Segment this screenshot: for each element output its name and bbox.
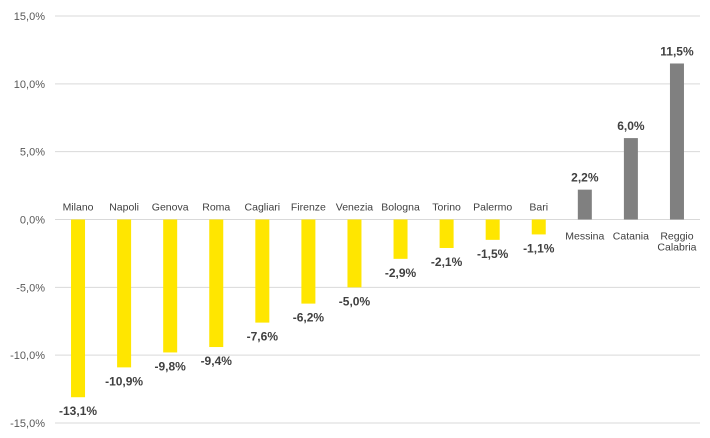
bar — [347, 219, 362, 288]
category-label: Reggio — [660, 231, 693, 243]
bar — [71, 219, 86, 398]
data-label: -6,2% — [293, 311, 325, 325]
category-label: Venezia — [336, 202, 374, 214]
data-label: 6,0% — [617, 119, 645, 133]
category-label: Napoli — [109, 202, 139, 214]
y-tick-label: 0,0% — [20, 215, 45, 227]
bar — [255, 219, 270, 323]
gridlines — [55, 15, 700, 424]
bars — [71, 63, 684, 398]
category-label: Palermo — [473, 202, 512, 214]
y-tick-label: 15,0% — [14, 11, 45, 23]
category-labels: Milano Napoli Genova Roma Cagliari Firenze Ven… — [63, 202, 697, 254]
data-label: -1,1% — [523, 241, 555, 255]
data-label: -7,6% — [247, 330, 279, 344]
data-label: 2,2% — [571, 171, 599, 185]
data-label: -9,4% — [201, 354, 233, 368]
category-label: Milano — [63, 202, 94, 214]
bar — [531, 219, 546, 235]
data-label: -2,9% — [385, 266, 417, 280]
y-tick-label: -5,0% — [16, 282, 45, 294]
data-label: -1,5% — [477, 247, 509, 261]
y-axis: 15,0% 10,0% 5,0% 0,0% -5,0% -10,0% -15,0% — [10, 11, 45, 430]
category-label: Roma — [202, 202, 230, 214]
category-label: Calabria — [657, 242, 696, 254]
bar — [393, 219, 408, 259]
category-label: Genova — [152, 202, 189, 214]
bar — [163, 219, 178, 353]
bar — [669, 63, 684, 220]
bar — [209, 219, 224, 348]
y-tick-label: -15,0% — [10, 418, 45, 430]
bar — [623, 138, 638, 220]
data-label: -13,1% — [59, 404, 97, 418]
data-label: -10,9% — [105, 374, 143, 388]
bar — [301, 219, 316, 304]
y-tick-label: -10,0% — [10, 350, 45, 362]
data-label: -2,1% — [431, 255, 463, 269]
category-label: Bologna — [381, 202, 420, 214]
category-label: Torino — [432, 202, 461, 214]
category-label: Messina — [565, 231, 604, 243]
category-label: Firenze — [291, 202, 326, 214]
y-tick-label: 5,0% — [20, 147, 45, 159]
bar — [117, 219, 132, 368]
data-label: -9,8% — [154, 359, 186, 373]
y-tick-label: 10,0% — [14, 79, 45, 91]
bar — [485, 219, 500, 240]
category-label: Catania — [613, 231, 649, 243]
data-label: -5,0% — [339, 294, 371, 308]
value-labels: -13,1% -10,9% -9,8% -9,4% -7,6% -6,2% -5,0% -2,… — [59, 44, 694, 418]
category-label: Cagliari — [245, 202, 281, 214]
bar — [577, 189, 592, 220]
bar — [439, 219, 454, 248]
data-label: 11,5% — [660, 44, 694, 58]
category-label: Bari — [529, 202, 548, 214]
